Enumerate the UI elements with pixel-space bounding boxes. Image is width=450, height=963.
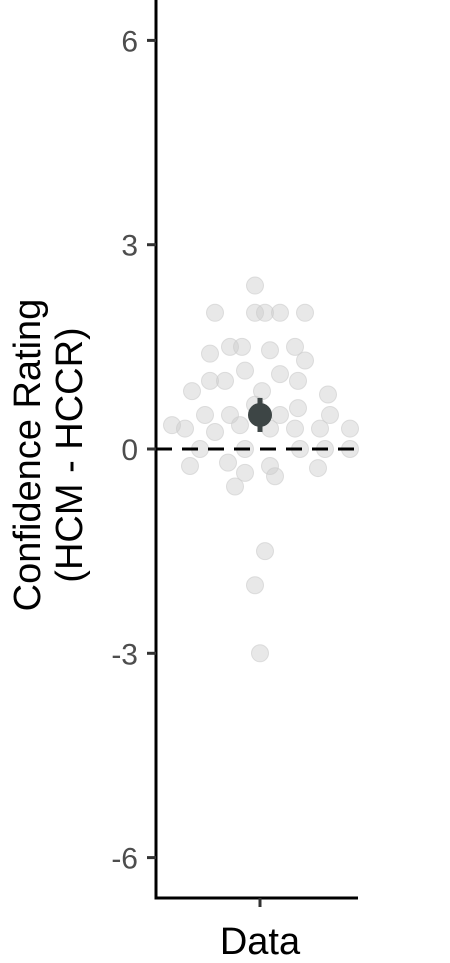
data-point [176,419,194,438]
y-axis-ticks: 6 3 0 -3 -6 [111,25,156,876]
data-point [201,344,219,363]
data-point [319,385,337,404]
summary-mean-point [248,402,272,427]
data-point [236,463,254,482]
x-category-label: Data [220,921,301,963]
summary-estimate [248,397,272,432]
data-point [246,576,264,595]
data-point [201,371,219,390]
data-point [233,337,251,356]
data-point [271,303,289,322]
data-point [246,303,264,322]
data-point [219,453,237,472]
x-axis-categories: Data [220,898,301,963]
data-point [311,419,329,438]
data-point [183,382,201,401]
y-axis-title-line: Confidence Rating [7,299,49,612]
data-point [256,542,274,561]
data-point [289,399,307,418]
data-point [246,276,264,295]
y-tick-label: 6 [121,25,138,58]
data-point [261,341,279,360]
data-point [206,422,224,441]
y-axis-title-line: (HCM - HCCR) [49,327,91,582]
data-point [341,419,359,438]
data-point [231,416,249,435]
y-tick-label: 3 [121,230,138,263]
data-point [289,371,307,390]
data-point [321,405,339,424]
data-point [286,337,304,356]
data-point [251,644,269,663]
data-point [286,419,304,438]
data-point [296,351,314,370]
data-point [216,371,234,390]
data-point [296,303,314,322]
data-point [309,459,327,478]
data-point [256,303,274,322]
data-points [163,276,359,663]
data-point [196,405,214,424]
y-tick-label: -3 [111,638,138,671]
y-tick-label: -6 [111,843,138,876]
data-point [226,477,244,496]
data-point [181,457,199,476]
y-axis-title: Confidence Rating (HCM - HCCR) [7,299,91,612]
data-point [236,361,254,380]
y-tick-label: 0 [121,434,138,467]
data-point [206,303,224,322]
data-point [271,365,289,384]
data-point [266,467,284,486]
data-point [261,457,279,476]
